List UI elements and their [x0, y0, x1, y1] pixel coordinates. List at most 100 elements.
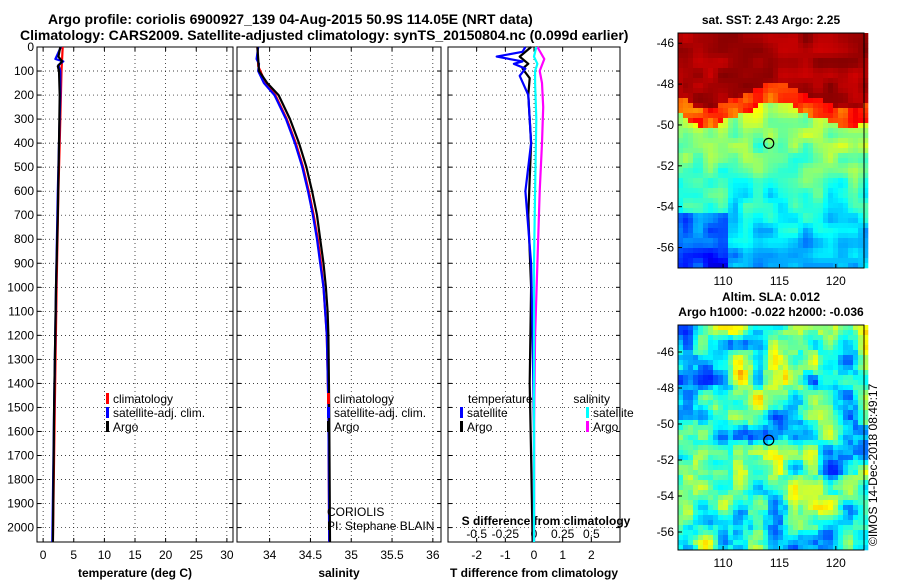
sal-legend-satellite-label: satellite-adj. clim.: [334, 406, 426, 420]
tdiff-tick-label: 2: [588, 548, 595, 562]
depth-tick-label: 1100: [8, 304, 34, 318]
sal-legend-climatology-swatch: [327, 393, 330, 404]
sdiff-legend-satellite-swatch: [586, 407, 589, 418]
depth-tick-label: 1800: [7, 473, 34, 487]
figure-title-line2: Climatology: CARS2009. Satellite-adjuste…: [20, 27, 629, 43]
depth-tick-label: 700: [14, 208, 34, 222]
pi-annotation-line1: CORIOLIS: [327, 505, 384, 519]
map-1-cells: [678, 33, 869, 269]
temperature-line-argo: [51, 46, 64, 543]
tdiff-legend-argo-label: Argo: [467, 420, 493, 434]
tdiff-tick-label: 0: [531, 548, 538, 562]
temp-legend-climatology-swatch: [106, 393, 109, 404]
map-2-lat-label: -50: [657, 417, 675, 431]
map-2-lat-label: -46: [657, 345, 675, 359]
tdiff-legend-satellite-swatch: [460, 407, 463, 418]
map-2-argo-marker: [763, 434, 775, 446]
map-1-argo-marker: [763, 137, 775, 149]
imos-timestamp: ©IMOS 14-Dec-2018 08:49:17: [866, 383, 880, 546]
tdiff-legend-argo-swatch: [460, 421, 463, 432]
depth-tick-label: 1600: [7, 424, 34, 438]
map-2-lat-label: -54: [657, 489, 675, 503]
panel-2-xtick-label: 34: [263, 548, 277, 562]
depth-tick-label: 500: [14, 160, 34, 174]
temp-legend-argo-label: Argo: [113, 420, 139, 434]
panel-1-xtick-label: 15: [128, 548, 142, 562]
depth-tick-label: 800: [14, 232, 34, 246]
sdiff-line-satellite: [532, 46, 539, 542]
pi-annotation-line2: PI: Stephane BLAIN: [327, 519, 434, 533]
map-1-lon-label: 115: [770, 274, 789, 288]
panel-2-xtick-label: 35: [345, 548, 359, 562]
depth-tick-label: 100: [14, 64, 34, 78]
depth-tick-label: 900: [14, 256, 34, 270]
map-2-lon-label: 110: [714, 556, 733, 570]
depth-tick-label: 300: [14, 112, 34, 126]
panel-2-frame: [236, 46, 442, 543]
temp-legend-climatology-label: climatology: [113, 392, 173, 406]
map-1-lon-label: 120: [826, 274, 846, 288]
salinity-line-argo: [256, 46, 332, 543]
panel-2-xtick-label: 35.5: [380, 548, 404, 562]
temp-legend-argo-swatch: [106, 421, 109, 432]
sdiff-legend-argo-swatch: [586, 421, 589, 432]
panel-1-xtick-label: 25: [190, 548, 204, 562]
tdiff-tick-label: 1: [559, 548, 566, 562]
sal-legend-climatology-label: climatology: [334, 392, 394, 406]
sdiff-legend-heading: salinity: [573, 392, 610, 406]
depth-tick-label: 600: [14, 184, 34, 198]
temp-legend-satellite-label: satellite-adj. clim.: [113, 406, 205, 420]
sal-legend-satellite-swatch: [327, 407, 330, 418]
map-2-lat-label: -52: [657, 453, 675, 467]
panel-1-xtick-label: 5: [70, 548, 77, 562]
sdiff-tick-label: -0.25: [492, 527, 520, 541]
panel-2-xtick-label: 34.5: [299, 548, 323, 562]
sal-legend-argo-swatch: [327, 421, 330, 432]
figure-title-line1: Argo profile: coriolis 6900927_139 04-Au…: [48, 11, 533, 27]
map-1-frame: [677, 32, 865, 269]
depth-tick-label: 200: [14, 88, 34, 102]
panel-1-xtick-label: 10: [98, 548, 112, 562]
tdiff-axis-label: T difference from climatology: [450, 566, 618, 580]
depth-tick-label: 1900: [7, 497, 34, 511]
map-1-lat-label: -50: [657, 118, 675, 132]
map-2-lat-label: -56: [657, 525, 675, 539]
salinity-axis-label: salinity: [318, 566, 360, 580]
sdiff-tick-label: 0.5: [583, 527, 600, 541]
depth-tick-label: 1200: [7, 328, 34, 342]
depth-tick-label: 1500: [7, 400, 34, 414]
map-2-lon-label: 115: [770, 556, 789, 570]
map-2-lon-label: 120: [826, 556, 846, 570]
panel-2-xtick-label: 36: [426, 548, 440, 562]
tdiff-tick-label: -1: [500, 548, 511, 562]
sla-map-title: Altim. SLA: 0.012: [722, 290, 820, 304]
depth-tick-label: 2000: [7, 521, 34, 535]
sdiff-tick-label: -0.5: [466, 527, 487, 541]
panel-1-xtick-label: 30: [220, 548, 234, 562]
panel-1-xtick-label: 20: [159, 548, 173, 562]
map-2-cells: [678, 325, 869, 551]
tdiff-line-satellite: [495, 46, 536, 542]
sdiff-legend-argo-label: Argo: [593, 420, 619, 434]
panel-1-xtick-label: 0: [40, 548, 47, 562]
temperature-axis-label: temperature (deg C): [78, 566, 192, 580]
map-2-frame: [677, 324, 865, 551]
sdiff-axis-label: S difference from climatology: [462, 514, 631, 528]
depth-tick-label: 1400: [7, 376, 34, 390]
map-1-lat-label: -46: [657, 36, 675, 50]
depth-tick-label: 1000: [7, 280, 34, 294]
map-2-lat-label: -48: [657, 381, 675, 395]
map-1-lat-label: -56: [657, 241, 675, 255]
map-1-lat-label: -48: [657, 77, 675, 91]
sst-map-title: sat. SST: 2.43 Argo: 2.25: [702, 13, 841, 27]
sal-legend-argo-label: Argo: [334, 420, 360, 434]
tdiff-legend-heading: temperature: [468, 392, 533, 406]
tdiff-tick-label: -2: [471, 548, 482, 562]
depth-tick-label: 400: [14, 136, 34, 150]
depth-tick-label: 1700: [7, 448, 34, 462]
sdiff-tick-label: 0.25: [551, 527, 575, 541]
depth-tick-label: 1300: [7, 352, 34, 366]
map-1-lat-label: -52: [657, 159, 675, 173]
map-1-lat-label: -54: [657, 200, 675, 214]
